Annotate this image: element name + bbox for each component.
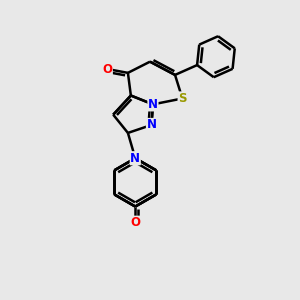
Text: N: N [146,118,157,131]
Text: N: N [130,152,140,165]
Text: O: O [130,216,140,229]
Text: S: S [178,92,187,105]
Text: O: O [102,62,112,76]
Text: N: N [148,98,158,111]
